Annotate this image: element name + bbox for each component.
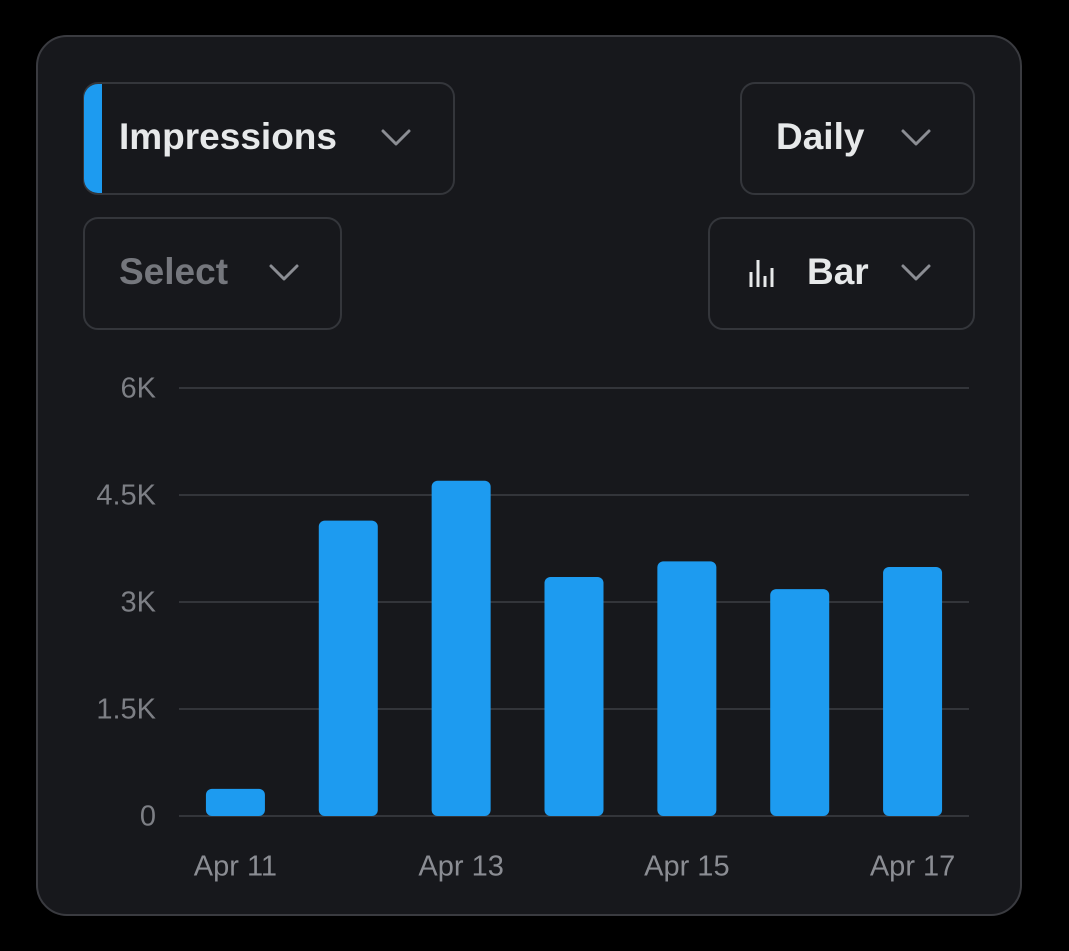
x-tick-label: Apr 13 xyxy=(418,851,503,883)
period-dropdown[interactable]: Daily xyxy=(740,82,975,195)
dropdown-box xyxy=(740,82,975,195)
y-tick-label: 3K xyxy=(121,587,157,619)
x-tick-label: Apr 15 xyxy=(644,851,729,883)
dropdown-box xyxy=(708,217,975,330)
dropdown-box xyxy=(83,217,342,330)
bar-icon xyxy=(749,260,774,287)
bar xyxy=(883,567,943,816)
chevron xyxy=(901,264,931,281)
bar xyxy=(770,589,830,816)
bar xyxy=(544,577,604,816)
metric-color-strip xyxy=(84,84,102,193)
chevron xyxy=(381,129,411,146)
y-tick-label: 1.5K xyxy=(96,694,156,726)
period-label: Daily xyxy=(776,116,865,157)
y-tick-label: 6K xyxy=(121,373,157,405)
card xyxy=(36,35,1022,916)
y-tick-label: 4.5K xyxy=(96,480,156,512)
compare-label: Select xyxy=(119,251,228,292)
chevron xyxy=(901,129,931,146)
chart-style-label: Bar xyxy=(807,251,869,292)
compare-dropdown[interactable]: Select xyxy=(83,217,342,330)
chevron xyxy=(269,264,299,281)
metric-label: Impressions xyxy=(119,116,337,157)
bar xyxy=(318,520,378,816)
bar xyxy=(205,788,265,816)
bar xyxy=(657,561,717,816)
bar xyxy=(431,480,491,816)
y-tick-label: 0 xyxy=(140,801,156,833)
plot: 0 1.5K 3K 4.5K 6K Apr 11 Apr 13 Apr 15 Apr 17 xyxy=(96,373,969,883)
x-tick-label: Apr 11 xyxy=(194,851,277,883)
chart-style-dropdown[interactable]: Bar xyxy=(708,217,975,330)
metric-dropdown[interactable]: Impressions xyxy=(83,82,455,195)
x-tick-label: Apr 17 xyxy=(870,851,955,883)
